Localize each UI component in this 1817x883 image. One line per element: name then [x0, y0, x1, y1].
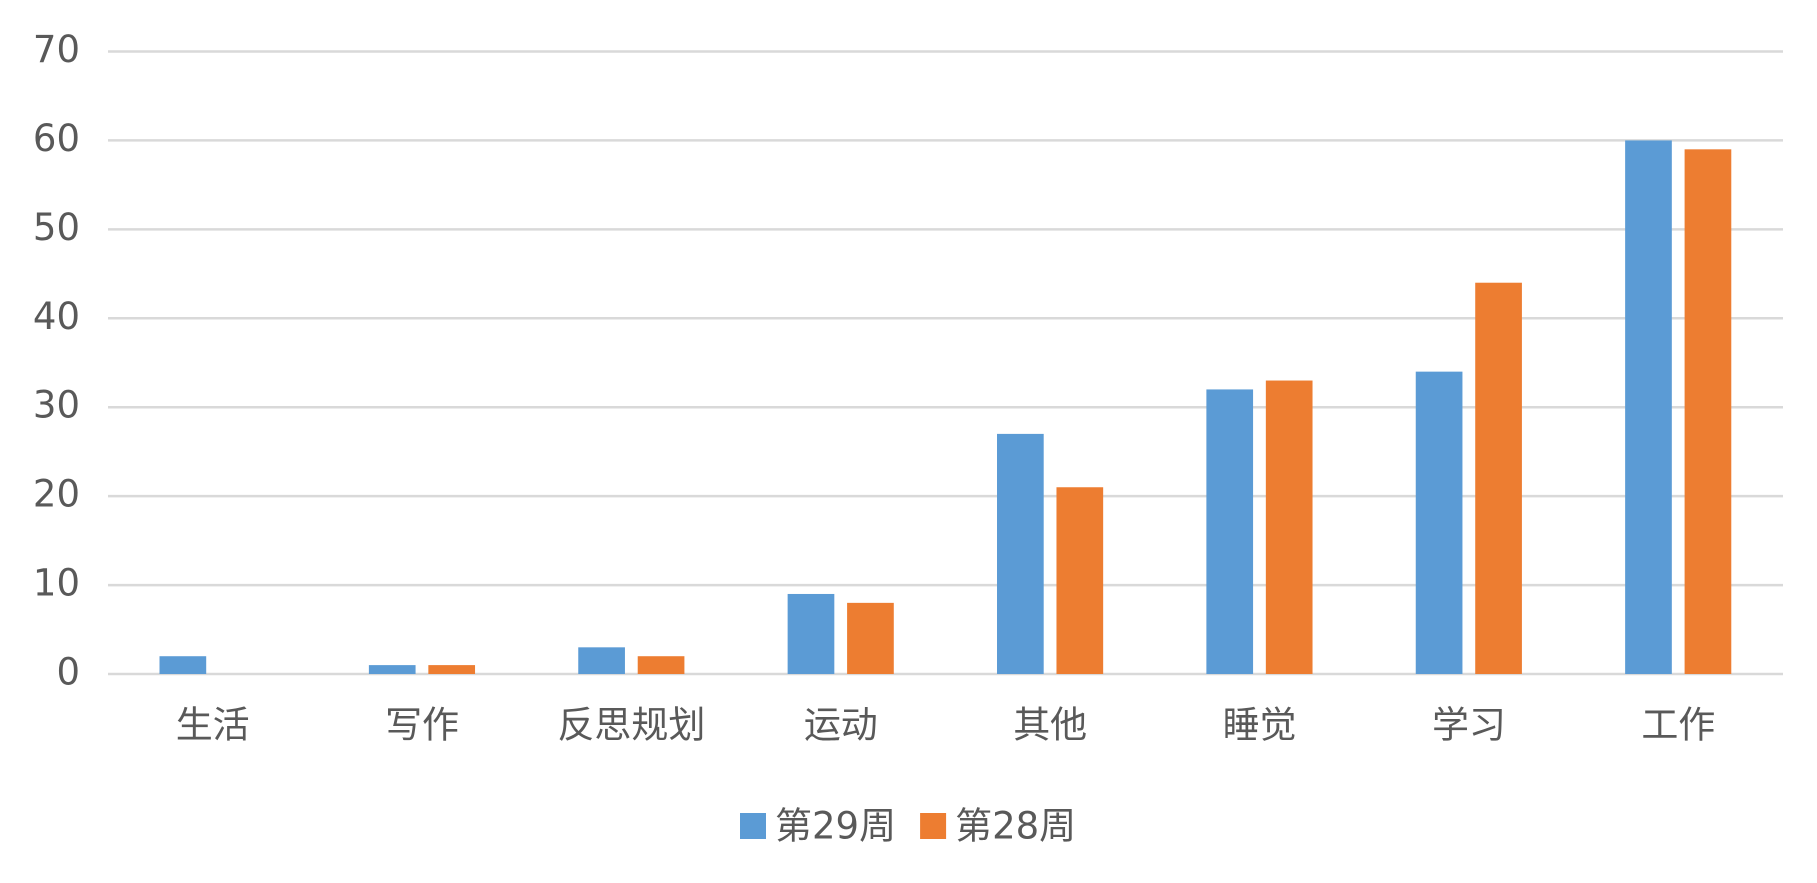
bar	[1625, 140, 1672, 674]
x-tick-label: 学习	[1432, 704, 1506, 747]
legend-label: 第28周	[955, 805, 1076, 848]
y-tick-label: 30	[33, 384, 80, 427]
legend-swatch	[920, 813, 947, 839]
y-tick-label: 20	[33, 473, 80, 516]
bar	[428, 665, 476, 674]
bar	[787, 593, 835, 674]
bar	[1684, 149, 1732, 675]
x-tick-label: 写作	[385, 704, 459, 747]
y-tick-label: 50	[33, 206, 80, 249]
y-tick-label: 0	[56, 651, 80, 694]
bar	[997, 433, 1044, 674]
bar	[847, 602, 894, 674]
y-tick-label: 40	[33, 295, 80, 338]
x-tick-label: 其他	[1013, 704, 1087, 747]
x-tick-label: 工作	[1641, 704, 1715, 747]
legend-label: 第29周	[775, 805, 896, 848]
x-tick-label: 睡觉	[1223, 704, 1297, 747]
y-tick-label: 60	[33, 117, 80, 160]
x-tick-label: 反思规划	[557, 704, 705, 747]
bar	[637, 656, 685, 674]
bar	[368, 665, 416, 674]
bar	[159, 656, 207, 674]
y-tick-label: 10	[33, 562, 80, 605]
x-tick-label: 运动	[804, 704, 878, 747]
bar	[1206, 389, 1254, 674]
bar	[1056, 487, 1104, 674]
bar	[1415, 371, 1463, 674]
legend-swatch	[740, 813, 766, 839]
bar	[1265, 380, 1313, 674]
x-tick-label: 生活	[176, 704, 250, 747]
bar	[578, 647, 625, 674]
bar	[1475, 282, 1522, 674]
y-tick-label: 70	[33, 28, 80, 71]
